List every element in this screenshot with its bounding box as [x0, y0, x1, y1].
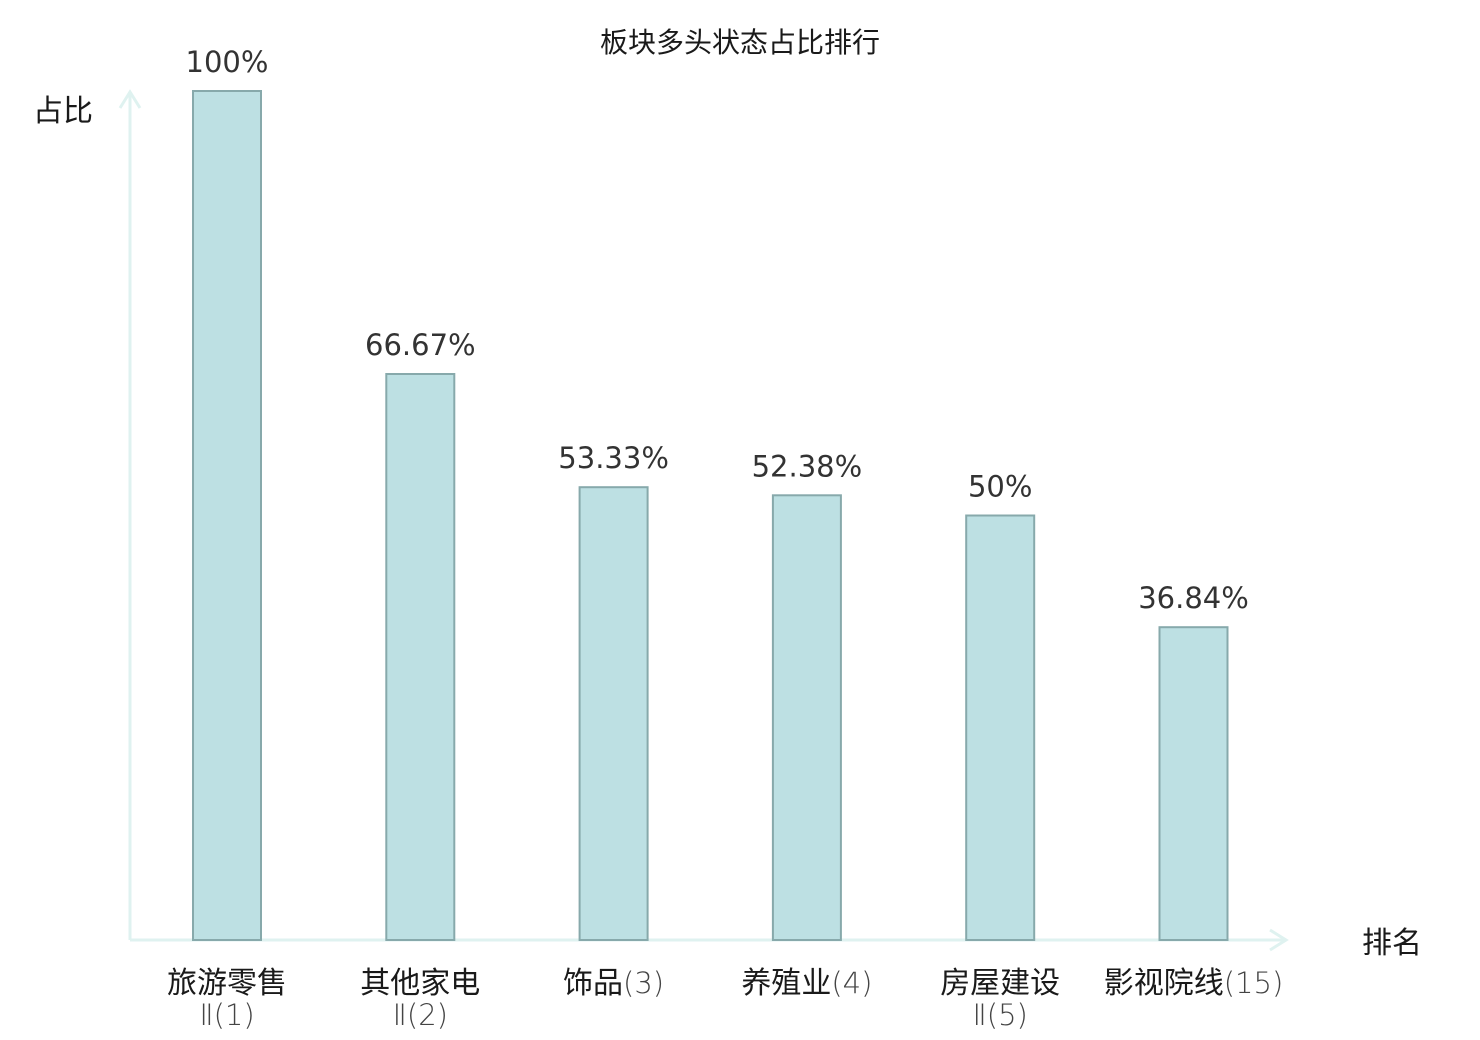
y-axis — [118, 89, 142, 940]
category-name-6: 影视院线 — [1104, 966, 1224, 1001]
category-rank-4: (4) — [831, 966, 872, 1000]
value-label-2: 66.67% — [365, 328, 476, 362]
value-label-6: 36.84% — [1138, 581, 1249, 615]
x-axis — [130, 928, 1289, 952]
category-name-5: 房屋建设 — [940, 966, 1060, 1001]
value-label-4: 52.38% — [752, 449, 863, 483]
category-label-2: 其他家电 Ⅱ(2) — [360, 966, 480, 1032]
chart-title: 板块多头状态占比排行 — [600, 26, 880, 59]
x-axis-label: 排名 — [1362, 926, 1422, 961]
bar-4 — [771, 494, 842, 941]
category-label-5: 房屋建设 Ⅱ(5) — [940, 966, 1060, 1032]
category-label-1: 旅游零售 Ⅱ(1) — [167, 966, 287, 1032]
value-label-1: 100% — [186, 45, 269, 79]
category-label-6: 影视院线(15) — [1104, 966, 1284, 1001]
category-name-4: 养殖业 — [741, 966, 831, 1001]
category-rank-6: (15) — [1224, 966, 1284, 1000]
y-axis-arrow-icon — [118, 89, 142, 109]
bar-6 — [1158, 626, 1229, 941]
category-name-3: 饰品 — [563, 966, 623, 1001]
category-rank-3: (3) — [623, 966, 664, 1000]
category-name-1: 旅游零售 — [167, 966, 287, 1001]
bar-3 — [578, 486, 649, 941]
category-labels-group: 旅游零售 Ⅱ(1)其他家电 Ⅱ(2)饰品(3) 养殖业(4) 房屋建设 Ⅱ(5)影视院线(… — [167, 966, 1283, 1032]
x-axis-arrow-icon — [1269, 928, 1289, 952]
bar-5 — [965, 514, 1036, 941]
category-rank-2: Ⅱ(2) — [393, 998, 448, 1032]
category-rank-5: Ⅱ(5) — [973, 998, 1028, 1032]
category-name-2: 其他家电 — [360, 966, 480, 1001]
bar-1 — [192, 90, 262, 941]
value-label-5: 50% — [968, 470, 1032, 504]
y-axis-label: 占比 — [33, 94, 93, 129]
bars-group — [192, 90, 1229, 941]
category-label-4: 养殖业(4) — [741, 966, 872, 1001]
value-labels-group: 100% 66.67% 53.33% 52.38% 50% 36.84% — [186, 45, 1249, 615]
value-label-3: 53.33% — [558, 441, 669, 475]
bar-2 — [385, 373, 456, 941]
category-label-3: 饰品(3) — [563, 966, 664, 1001]
category-rank-1: Ⅱ(1) — [199, 998, 254, 1032]
